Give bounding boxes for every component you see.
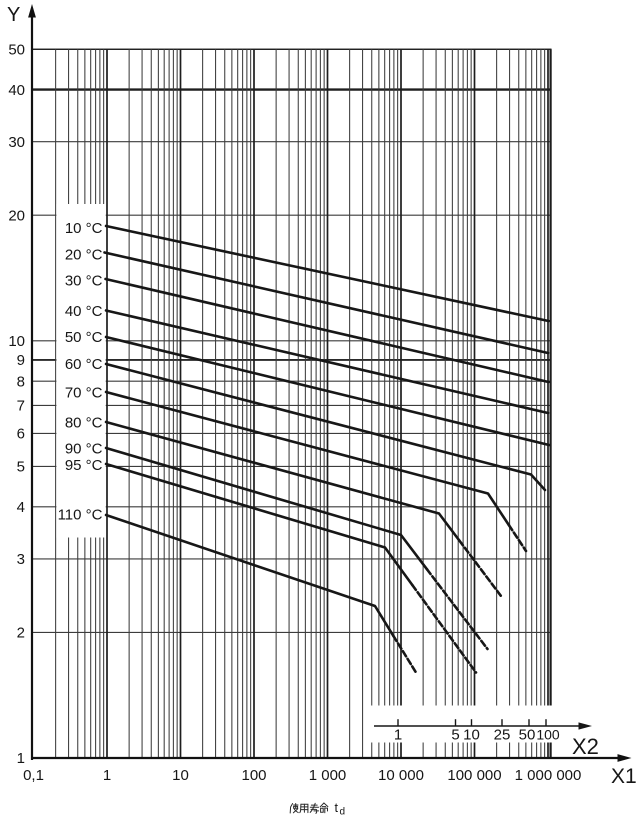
svg-text:9: 9 bbox=[17, 352, 25, 369]
svg-text:8: 8 bbox=[17, 373, 25, 390]
svg-text:95 °C: 95 °C bbox=[65, 457, 103, 474]
svg-text:10: 10 bbox=[8, 333, 25, 350]
svg-text:1: 1 bbox=[103, 767, 111, 784]
svg-text:70 °C: 70 °C bbox=[65, 385, 103, 402]
svg-text:80 °C: 80 °C bbox=[65, 415, 103, 432]
svg-text:0,1: 0,1 bbox=[23, 767, 44, 784]
svg-text:3: 3 bbox=[17, 551, 25, 568]
svg-text:100: 100 bbox=[536, 727, 560, 743]
svg-text:4: 4 bbox=[17, 499, 25, 516]
svg-text:20 °C: 20 °C bbox=[65, 247, 103, 264]
svg-text:100 000: 100 000 bbox=[447, 767, 501, 784]
svg-text:10 °C: 10 °C bbox=[65, 220, 103, 237]
svg-text:1 000: 1 000 bbox=[309, 767, 347, 784]
svg-text:100: 100 bbox=[241, 767, 266, 784]
svg-text:Y: Y bbox=[7, 4, 20, 26]
svg-text:50: 50 bbox=[8, 41, 25, 58]
svg-text:10 000: 10 000 bbox=[378, 767, 424, 784]
svg-text:2: 2 bbox=[17, 625, 25, 642]
svg-text:30: 30 bbox=[8, 134, 25, 151]
svg-text:30 °C: 30 °C bbox=[65, 273, 103, 290]
svg-text:1: 1 bbox=[394, 727, 402, 744]
svg-text:50: 50 bbox=[519, 727, 536, 744]
svg-text:40 °C: 40 °C bbox=[65, 303, 103, 320]
svg-text:5: 5 bbox=[451, 727, 459, 744]
svg-text:110 °C: 110 °C bbox=[58, 507, 103, 524]
svg-text:25: 25 bbox=[494, 727, 511, 744]
svg-text:X2: X2 bbox=[572, 734, 599, 759]
svg-text:7: 7 bbox=[17, 398, 25, 415]
svg-text:X1: X1 bbox=[611, 765, 637, 788]
svg-text:60 °C: 60 °C bbox=[65, 356, 103, 373]
svg-text:d: d bbox=[340, 807, 346, 818]
svg-text:10: 10 bbox=[463, 727, 480, 744]
svg-text:10: 10 bbox=[172, 767, 189, 784]
svg-text:40: 40 bbox=[8, 82, 25, 99]
svg-text:5: 5 bbox=[17, 459, 25, 476]
svg-text:6: 6 bbox=[17, 426, 25, 443]
svg-text:50 °C: 50 °C bbox=[65, 329, 103, 346]
svg-text:t: t bbox=[335, 801, 339, 815]
svg-text:1: 1 bbox=[17, 750, 25, 767]
svg-text:1 000 000: 1 000 000 bbox=[515, 767, 582, 784]
svg-text:20: 20 bbox=[8, 207, 25, 224]
svg-text:90 °C: 90 °C bbox=[65, 441, 103, 458]
